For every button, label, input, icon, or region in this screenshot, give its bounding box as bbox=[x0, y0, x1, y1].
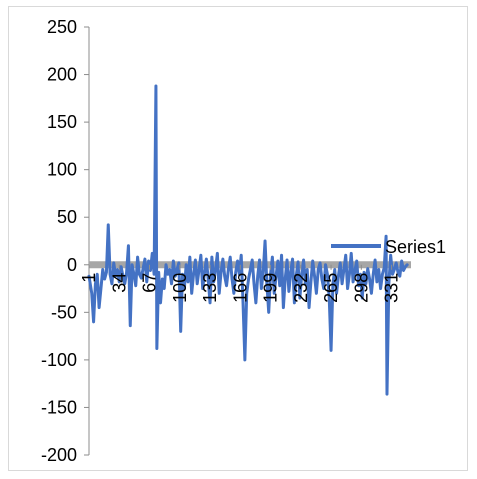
y-tick-label: -150 bbox=[41, 397, 77, 417]
y-tick-label: -50 bbox=[51, 302, 77, 322]
x-tick-label: 298 bbox=[351, 273, 371, 303]
x-tick-label: 100 bbox=[170, 273, 190, 303]
x-tick-label: 265 bbox=[321, 273, 341, 303]
chart-frame: 250 200 150 100 50 0 -50 -100 -150 -200 1 34 67 100 1… bbox=[8, 6, 468, 471]
x-axis: 1 34 67 100 133 166 199 232 265 298 331 bbox=[79, 264, 402, 303]
y-tick-label: 150 bbox=[47, 112, 77, 132]
x-tick-label: 1 bbox=[79, 273, 99, 283]
x-tick-label: 166 bbox=[230, 273, 250, 303]
x-tick-label: 199 bbox=[261, 273, 281, 303]
x-tick-label: 67 bbox=[140, 273, 160, 293]
x-tick-label: 232 bbox=[291, 273, 311, 303]
series-line-series1 bbox=[87, 84, 409, 396]
legend: Series1 bbox=[331, 237, 446, 257]
series-group bbox=[87, 84, 409, 396]
y-axis: 250 200 150 100 50 0 -50 -100 -150 -200 bbox=[41, 17, 90, 465]
y-tick-label: 100 bbox=[47, 160, 77, 180]
y-tick-label: -100 bbox=[41, 350, 77, 370]
y-tick-label: 50 bbox=[57, 207, 77, 227]
y-tick-label: 0 bbox=[67, 255, 77, 275]
x-tick-label: 331 bbox=[382, 273, 402, 303]
legend-label-series1: Series1 bbox=[385, 237, 446, 257]
x-tick-label: 34 bbox=[109, 273, 129, 293]
y-tick-label: 200 bbox=[47, 65, 77, 85]
y-tick-label: 250 bbox=[47, 17, 77, 37]
x-tick-label: 133 bbox=[200, 273, 220, 303]
y-tick-label: -200 bbox=[41, 445, 77, 465]
